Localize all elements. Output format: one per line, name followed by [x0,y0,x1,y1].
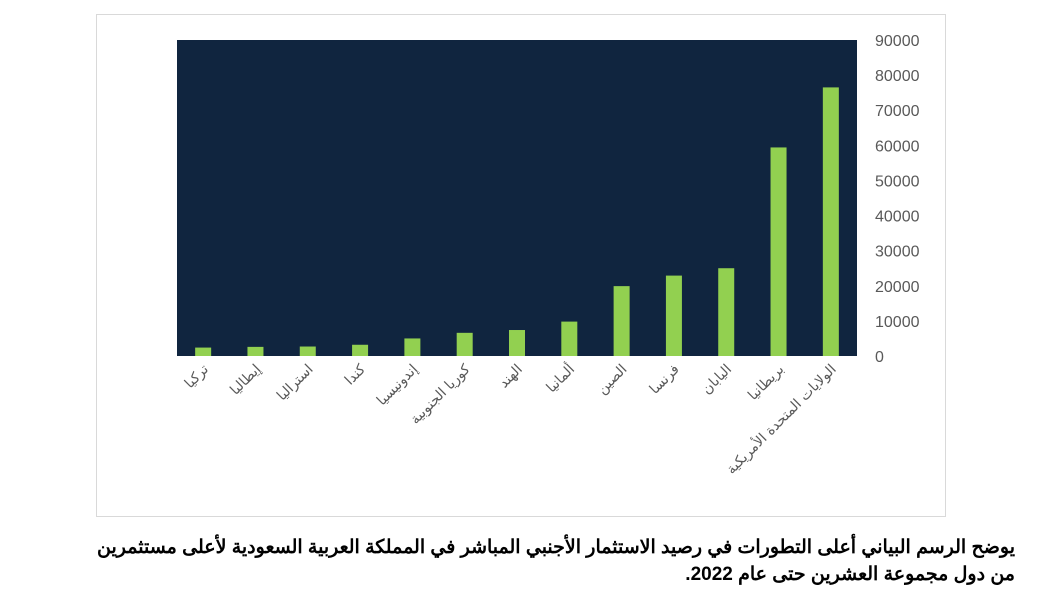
y-tick-label: 0 [875,349,884,366]
x-tick-label: الصين [594,362,630,398]
bar-12 [822,87,839,357]
x-tick-label: اليابان [699,362,735,398]
y-tick-label: 30000 [875,244,920,261]
bar-11 [770,147,787,356]
bar-9 [665,275,682,356]
y-tick-label: 90000 [875,33,920,50]
x-tick-label: إيطاليا [227,361,264,398]
bar-7 [561,321,578,356]
bar-1 [247,346,264,356]
y-tick-label: 50000 [875,173,920,190]
y-tick-label: 80000 [875,68,920,85]
bar-4 [404,338,421,356]
y-tick-label: 70000 [875,103,920,120]
caption-line-1: يوضح الرسم البياني أعلى التطورات في رصيد… [97,537,1015,558]
bar-5 [456,332,473,356]
bar-6 [509,330,525,356]
bar-2 [299,346,316,356]
x-tick-label: ألمانيا [542,360,578,396]
plot-area [177,40,857,356]
x-tick-label: بريطانيا [745,362,787,404]
chart-frame: 0 10000 20000 30000 40000 50000 60000 70000 8000… [96,14,946,517]
y-tick-label: 40000 [875,209,920,226]
y-tick-label: 10000 [875,314,920,331]
bar-chart: 0 10000 20000 30000 40000 50000 60000 70000 8000… [177,33,920,478]
x-tick-label: تركيا [182,361,212,391]
x-tick-label: فرنسا [647,362,683,398]
x-tick-label: كندا [342,361,369,388]
x-tick-label: استراليا [274,362,317,405]
caption-line-2: من دول مجموعة العشرين حتى عام 2022. [685,564,1015,585]
bar-10 [718,268,735,356]
bar-0 [195,347,212,356]
bar-3 [352,344,369,356]
bar-8 [613,286,630,356]
x-tick-label: إندونيسيا [374,361,421,408]
chart-caption: يوضح الرسم البياني أعلى التطورات في رصيد… [40,534,1015,588]
y-tick-label: 60000 [875,138,920,155]
x-tick-label: الهند [496,362,526,392]
y-tick-label: 20000 [875,279,920,296]
